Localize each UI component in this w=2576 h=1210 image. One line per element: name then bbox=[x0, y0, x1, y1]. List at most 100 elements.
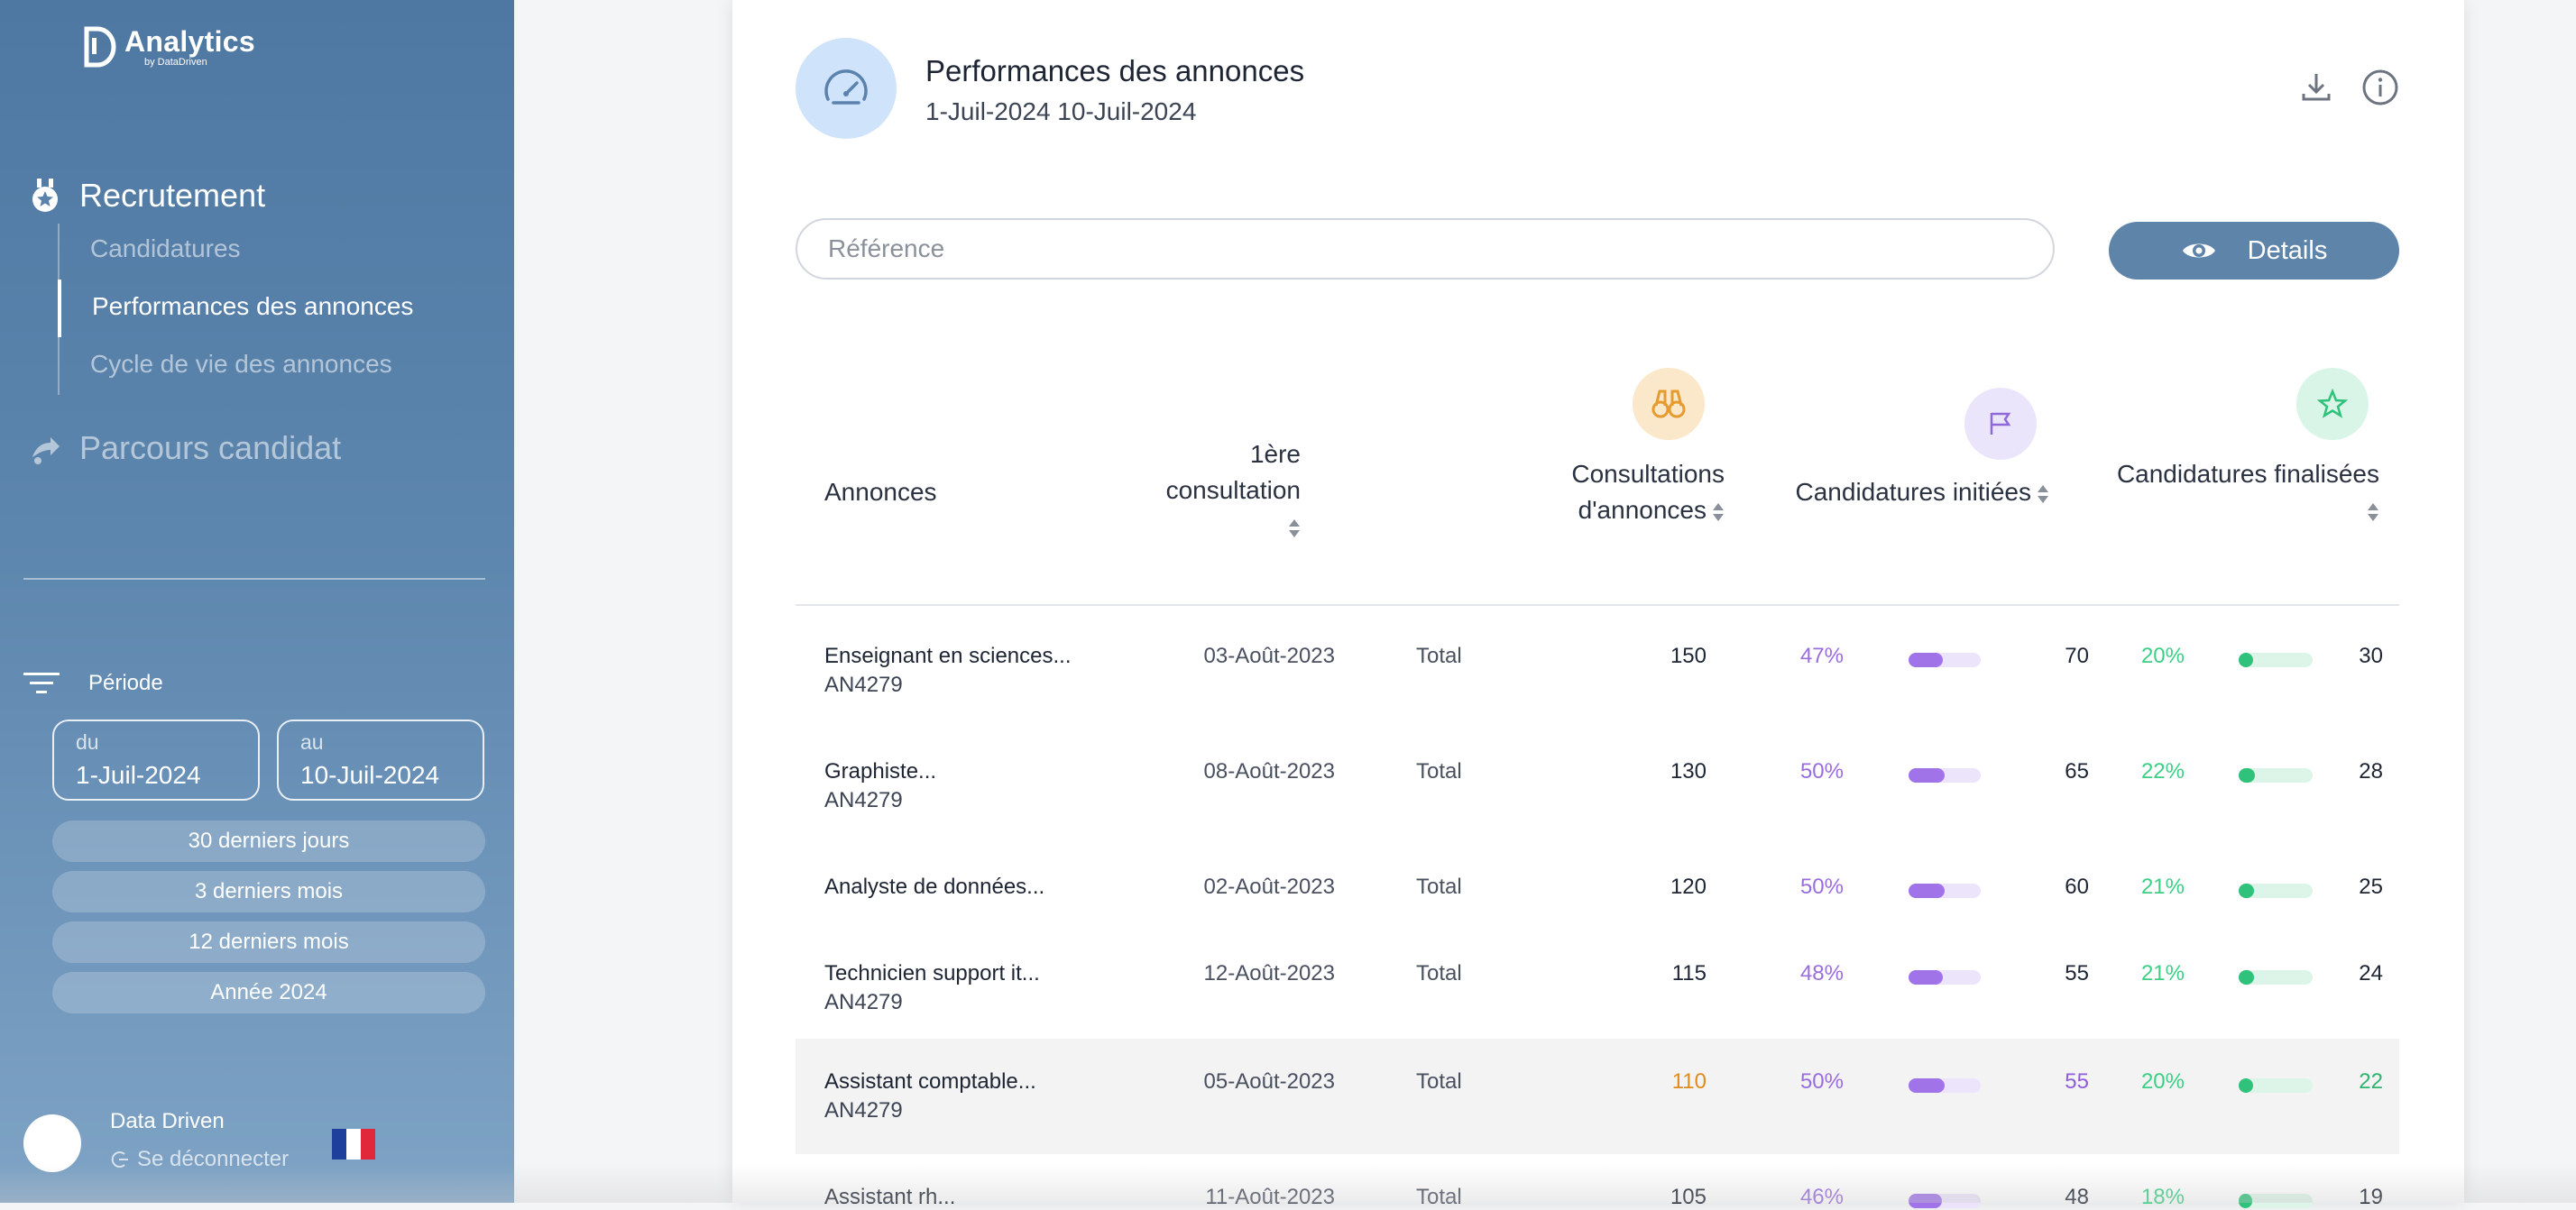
finalisees-percent: 22% bbox=[2140, 759, 2185, 784]
consultations-value: 120 bbox=[1670, 875, 1707, 899]
table-row[interactable]: Graphiste... AN4279 08-Août-2023 Total 1… bbox=[796, 729, 2399, 844]
col-initiees-icon bbox=[1964, 388, 2037, 460]
finalisees-percent: 18% bbox=[2140, 1185, 2185, 1209]
col-finalisees[interactable]: Candidatures finalisées bbox=[2085, 456, 2379, 528]
sort-icon[interactable] bbox=[2037, 484, 2049, 504]
annonce-name: Analyste de données... bbox=[824, 875, 1045, 899]
journey-icon bbox=[32, 437, 60, 464]
table-row[interactable]: Assistant comptable... AN4279 05-Août-20… bbox=[796, 1039, 2399, 1154]
subnav-item-cycle-de-vie[interactable]: Cycle de vie des annonces bbox=[90, 350, 392, 378]
date-from-field[interactable]: du 1-Juil-2024 bbox=[52, 720, 260, 801]
annonce-ref: AN4279 bbox=[824, 673, 903, 697]
first-consultation-date: 05-Août-2023 bbox=[1203, 1069, 1335, 1094]
info-icon[interactable] bbox=[2361, 69, 2399, 106]
total-label: Total bbox=[1416, 644, 1462, 668]
header-actions bbox=[2298, 69, 2399, 106]
star-icon bbox=[2317, 389, 2348, 418]
speedometer-icon bbox=[824, 69, 868, 105]
logo-icon bbox=[84, 26, 116, 68]
initiees-value: 48 bbox=[2065, 1185, 2089, 1209]
consultations-value: 110 bbox=[1671, 1069, 1707, 1094]
annonce-ref: AN4279 bbox=[824, 1098, 903, 1123]
col-initiees-label: Candidatures initiées bbox=[1795, 478, 2032, 506]
table-row[interactable]: Technicien support it... AN4279 12-Août-… bbox=[796, 930, 2399, 1046]
annonce-name: Enseignant en sciences... bbox=[824, 644, 1072, 668]
col-finalisees-icon bbox=[2296, 368, 2369, 440]
annonce-name: Assistant rh... bbox=[824, 1185, 956, 1209]
eye-icon bbox=[2182, 243, 2215, 258]
download-icon[interactable] bbox=[2298, 69, 2334, 105]
sort-icon[interactable] bbox=[1712, 502, 1725, 522]
logout-link[interactable]: Se déconnecter bbox=[110, 1147, 289, 1172]
initiees-bar bbox=[1909, 884, 1981, 898]
initiees-bar-fill bbox=[1909, 970, 1944, 985]
consultations-value: 130 bbox=[1670, 759, 1707, 784]
annonce-name: Assistant comptable... bbox=[824, 1069, 1036, 1094]
avatar[interactable] bbox=[23, 1114, 81, 1172]
sort-icon[interactable] bbox=[1288, 518, 1301, 538]
subnav-item-performances[interactable]: Performances des annonces bbox=[92, 292, 414, 320]
subnav-item-candidatures[interactable]: Candidatures bbox=[90, 234, 241, 262]
filter-icon bbox=[23, 673, 60, 693]
finalisees-bar-fill bbox=[2239, 768, 2256, 783]
finalisees-bar bbox=[2239, 768, 2313, 783]
table-header-divider bbox=[796, 604, 2399, 606]
initiees-bar bbox=[1909, 1078, 1981, 1093]
details-button[interactable]: Details bbox=[2109, 222, 2399, 280]
preset-12-months-button[interactable]: 12 derniers mois bbox=[52, 921, 485, 963]
finalisees-bar-fill bbox=[2239, 970, 2255, 985]
finalisees-bar-fill bbox=[2239, 884, 2255, 898]
first-consultation-date: 03-Août-2023 bbox=[1203, 644, 1335, 668]
initiees-value: 55 bbox=[2065, 1069, 2089, 1094]
reference-search-input[interactable] bbox=[796, 218, 2055, 280]
performance-card: Performances des annonces 1-Juil-2024 10… bbox=[732, 0, 2464, 1209]
col-finalisees-label: Candidatures finalisées bbox=[2116, 460, 2379, 488]
initiees-bar-fill bbox=[1909, 1078, 1945, 1093]
flag-icon bbox=[1990, 412, 2011, 435]
initiees-bar-fill bbox=[1909, 653, 1943, 667]
preset-year-2024-button[interactable]: Année 2024 bbox=[52, 972, 485, 1013]
col-consultations-line2: d'annonces bbox=[1578, 496, 1707, 524]
col-annonces: Annonces bbox=[824, 478, 937, 506]
table-row[interactable]: Analyste de données... 02-Août-2023 Tota… bbox=[796, 844, 2399, 930]
finalisees-percent: 20% bbox=[2140, 644, 2185, 668]
sidebar-divider bbox=[23, 578, 485, 580]
table-row[interactable]: Assistant rh... 11-Août-2023 Total 105 4… bbox=[796, 1154, 2399, 1209]
finalisees-bar bbox=[2239, 970, 2313, 985]
finalisees-percent: 21% bbox=[2140, 875, 2185, 899]
finalisees-percent: 21% bbox=[2140, 961, 2185, 985]
sort-icon[interactable] bbox=[2367, 502, 2379, 522]
periode-title: Période bbox=[88, 671, 163, 695]
finalisees-value: 24 bbox=[2359, 961, 2383, 985]
annonce-name: Technicien support it... bbox=[824, 961, 1040, 985]
date-to-label: au bbox=[300, 730, 324, 754]
col-consultations[interactable]: Consultations d'annonces bbox=[1508, 456, 1725, 528]
col-first-consultation[interactable]: 1ère consultation bbox=[1111, 436, 1301, 545]
details-label: Details bbox=[2247, 235, 2328, 265]
initiees-value: 55 bbox=[2065, 961, 2089, 985]
header-icon-circle bbox=[796, 38, 897, 139]
initiees-percent: 50% bbox=[1799, 759, 1844, 784]
initiees-percent: 46% bbox=[1799, 1185, 1844, 1209]
finalisees-bar bbox=[2239, 1194, 2313, 1208]
initiees-value: 60 bbox=[2065, 875, 2089, 899]
binoculars-icon bbox=[1651, 390, 1686, 418]
preset-30-days-button[interactable]: 30 derniers jours bbox=[52, 820, 485, 862]
brand-logo[interactable]: Analytics by DataDriven bbox=[79, 20, 255, 74]
finalisees-bar bbox=[2239, 884, 2313, 898]
first-consultation-date: 12-Août-2023 bbox=[1203, 961, 1335, 985]
date-to-field[interactable]: au 10-Juil-2024 bbox=[277, 720, 484, 801]
col-consultations-line1: Consultations bbox=[1571, 460, 1725, 488]
nav-recrutement[interactable]: Recrutement bbox=[29, 177, 265, 215]
preset-3-months-button[interactable]: 3 derniers mois bbox=[52, 871, 485, 912]
initiees-percent: 47% bbox=[1799, 644, 1844, 668]
initiees-bar bbox=[1909, 653, 1981, 667]
col-consultations-icon bbox=[1633, 368, 1705, 440]
initiees-value: 65 bbox=[2065, 759, 2089, 784]
french-flag-icon[interactable] bbox=[332, 1129, 375, 1160]
table-row[interactable]: Enseignant en sciences... AN4279 03-Août… bbox=[796, 613, 2399, 729]
nav-parcours-candidat[interactable]: Parcours candidat bbox=[29, 429, 341, 467]
col-initiees[interactable]: Candidatures initiées bbox=[1779, 474, 2049, 510]
date-range: 1-Juil-2024 10-Juil-2024 bbox=[925, 97, 1197, 125]
initiees-percent: 50% bbox=[1799, 1069, 1844, 1094]
